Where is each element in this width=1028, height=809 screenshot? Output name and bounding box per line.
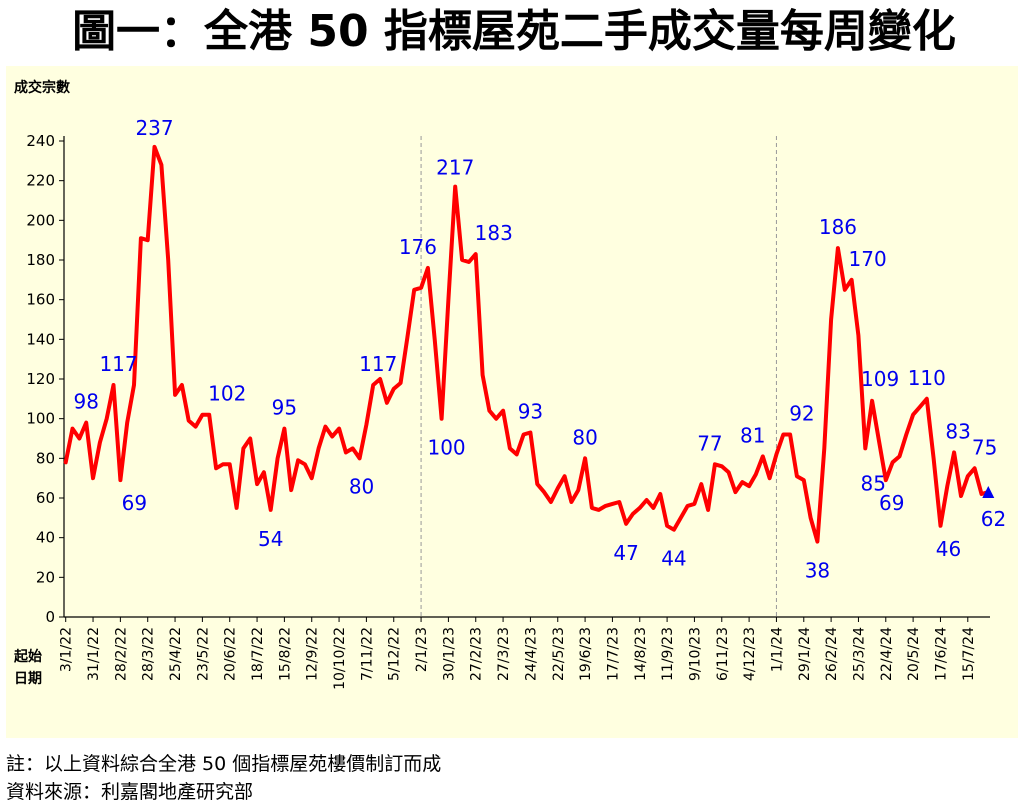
data-label: 46 [936, 537, 961, 561]
data-label: 93 [518, 400, 543, 424]
y-axis-title: 成交宗數 [14, 79, 70, 96]
x-tick-label: 25/3/24 [851, 627, 867, 681]
latest-point-marker [982, 486, 995, 499]
data-label: 109 [861, 367, 899, 391]
y-tick-label: 20 [36, 568, 55, 586]
x-tick-label: 11/9/23 [660, 627, 676, 681]
data-label: 38 [805, 559, 830, 583]
y-tick-label: 0 [45, 608, 55, 626]
data-label: 95 [272, 396, 297, 420]
x-tick-label: 25/4/22 [168, 627, 184, 681]
x-tick-label: 26/2/24 [824, 627, 840, 681]
x-tick-label: 22/4/24 [879, 627, 895, 681]
x-tick-label: 20/6/22 [223, 627, 239, 681]
data-label: 80 [349, 474, 374, 498]
data-label: 117 [359, 352, 397, 376]
x-tick-label: 17/6/24 [933, 627, 949, 681]
y-tick-label: 160 [26, 291, 55, 309]
line-chart: 0 20 40 60 80 100 120 140 160 180 200 220 240 成交宗數起始日… [13, 79, 1006, 690]
data-label: 176 [399, 235, 437, 259]
data-label: 81 [740, 423, 765, 447]
data-label: 102 [208, 382, 246, 406]
data-label: 186 [819, 215, 857, 239]
y-tick-label: 100 [26, 410, 55, 428]
data-label: 217 [436, 156, 474, 180]
x-tick-label: 28/3/22 [141, 627, 157, 681]
data-label: 77 [697, 431, 722, 455]
data-label: 117 [99, 352, 137, 376]
x-tick-label: 15/8/22 [277, 627, 293, 681]
source-note: 資料來源：利嘉閣地產研究部 [6, 781, 254, 803]
data-label: 47 [613, 541, 638, 565]
x-tick-label: 7/11/22 [359, 627, 375, 681]
x-tick-label: 30/1/23 [441, 627, 457, 681]
chart-panel: 0 20 40 60 80 100 120 140 160 180 200 220 240 成交宗數起始日… [6, 66, 1018, 738]
x-tick-label: 31/1/22 [86, 627, 102, 681]
y-tick-label: 60 [36, 489, 55, 507]
y-tick-label: 220 [26, 172, 55, 190]
y-tick-label: 80 [36, 449, 55, 467]
data-label: 237 [135, 116, 173, 140]
data-label: 170 [849, 247, 887, 271]
x-tick-label: 27/2/23 [469, 627, 485, 681]
data-label: 100 [427, 436, 465, 460]
x-tick-label: 15/7/24 [961, 627, 977, 681]
x-tick-label: 5/12/22 [387, 627, 403, 681]
x-axis-title-line2: 日期 [14, 671, 42, 687]
data-label: 54 [258, 527, 283, 551]
x-tick-label: 1/1/24 [769, 627, 785, 672]
data-label: 85 [861, 471, 886, 495]
chart-title: 圖一：全港 50 指標屋苑二手成交量每周變化 [72, 6, 956, 57]
data-label: 83 [945, 419, 970, 443]
y-tick-label: 180 [26, 251, 55, 269]
x-tick-label: 3/1/22 [59, 627, 75, 672]
data-label: 69 [879, 491, 904, 515]
y-tick-label: 240 [26, 132, 55, 150]
data-label: 183 [475, 221, 513, 245]
x-tick-label: 19/6/23 [578, 627, 594, 681]
y-tick-label: 40 [36, 529, 55, 547]
x-tick-label: 23/5/22 [195, 627, 211, 681]
data-label: 62 [981, 507, 1006, 531]
x-tick-label: 24/4/23 [523, 627, 539, 681]
x-tick-label: 9/10/23 [687, 627, 703, 681]
x-tick-label: 22/5/23 [551, 627, 567, 681]
x-tick-label: 4/12/23 [742, 627, 758, 681]
data-label: 98 [73, 390, 98, 414]
x-tick-label: 6/11/23 [715, 627, 731, 681]
data-label: 75 [972, 435, 997, 459]
x-tick-label: 14/8/23 [633, 627, 649, 681]
data-label: 80 [572, 425, 597, 449]
x-tick-label: 28/2/22 [113, 627, 129, 681]
x-tick-label: 20/5/24 [906, 627, 922, 681]
data-label: 92 [789, 402, 814, 426]
data-label: 69 [122, 491, 147, 515]
x-axis-title-line1: 起始 [13, 648, 42, 665]
x-tick-label: 2/1/23 [414, 627, 430, 672]
series-line [63, 144, 991, 544]
x-tick-label: 10/10/22 [332, 627, 348, 690]
x-tick-label: 18/7/22 [250, 627, 266, 681]
x-tick-label: 12/9/22 [305, 627, 321, 681]
footnote: 註：以上資料綜合全港 50 個指標屋苑樓價制訂而成 [6, 753, 442, 775]
x-tick-label: 27/3/23 [496, 627, 512, 681]
y-tick-label: 140 [26, 330, 55, 348]
y-tick-label: 200 [26, 211, 55, 229]
x-tick-label: 17/7/23 [605, 627, 621, 681]
data-label: 110 [908, 366, 946, 390]
x-tick-label: 29/1/24 [797, 627, 813, 681]
data-label: 44 [661, 547, 686, 571]
y-tick-label: 120 [26, 370, 55, 388]
